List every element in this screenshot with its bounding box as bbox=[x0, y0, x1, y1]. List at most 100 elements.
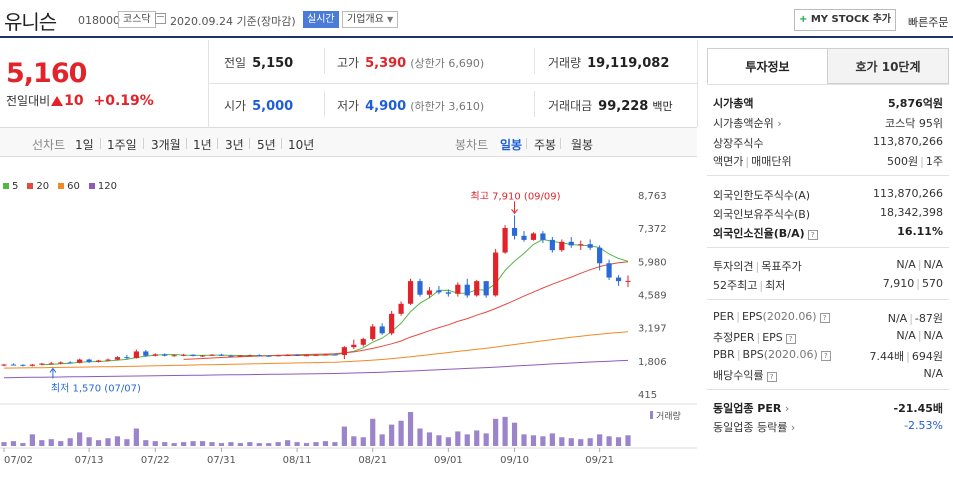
tab-3-year[interactable]: 3년 bbox=[225, 138, 244, 152]
candle-body bbox=[540, 233, 546, 240]
info-row-foreign-limit: 외국인한도주식수(A) 113,870,266 bbox=[713, 187, 943, 203]
tab-daily[interactable]: 일봉 bbox=[500, 138, 523, 152]
max-annotation: 최고 7,910 (09/09) bbox=[471, 190, 561, 202]
info-value: -21.45배 bbox=[893, 402, 943, 415]
volume-bar bbox=[39, 440, 45, 446]
candle-body bbox=[483, 281, 489, 296]
ma-legend-item[interactable]: 60 bbox=[58, 181, 80, 192]
volume-bar bbox=[549, 433, 555, 446]
volume-bar bbox=[199, 441, 206, 446]
help-icon[interactable]: ? bbox=[785, 334, 796, 344]
volume-bar bbox=[597, 434, 603, 446]
chevron-right-icon[interactable]: › bbox=[790, 421, 796, 434]
tab-order-book[interactable]: 호가 10단계 bbox=[827, 48, 949, 84]
chevron-right-icon[interactable]: › bbox=[777, 117, 782, 130]
x-tick-label: 07/13 bbox=[75, 455, 104, 466]
quick-order-link[interactable]: 빠른주문 bbox=[908, 16, 949, 29]
candle-body bbox=[417, 281, 423, 295]
volume-bar bbox=[351, 436, 357, 446]
metric-value: 19,119,082 bbox=[587, 56, 670, 71]
ma-legend-item[interactable]: 120 bbox=[88, 181, 117, 192]
info-value: 18,342,398 bbox=[880, 206, 943, 219]
candle-body bbox=[615, 277, 622, 282]
info-label: 동일업종 PER bbox=[713, 402, 782, 415]
chevron-right-icon[interactable]: › bbox=[784, 402, 790, 415]
help-icon[interactable]: ? bbox=[819, 313, 830, 323]
candle-body bbox=[10, 364, 17, 366]
stock-name: 유니슨 bbox=[4, 10, 57, 34]
tab-1-year[interactable]: 1년 bbox=[193, 138, 212, 152]
ma-line-ma60 bbox=[3, 331, 629, 369]
price-chart[interactable]: 8,763 7,372 5,980 4,589 3,197 1,806 415 최고 7,91… bbox=[0, 190, 697, 483]
candle-body bbox=[464, 284, 470, 296]
help-icon[interactable]: ? bbox=[820, 351, 831, 361]
metric-prev-close: 전일 5,150 bbox=[224, 54, 293, 71]
legend-label: 60 bbox=[67, 181, 80, 192]
legend-swatch bbox=[27, 183, 34, 189]
candle-body bbox=[625, 280, 631, 282]
company-info-dropdown[interactable]: 기업개요 ▼ bbox=[342, 11, 399, 28]
candle-body bbox=[190, 354, 196, 356]
volume-bar bbox=[29, 434, 35, 446]
x-tick-label: 08/21 bbox=[358, 455, 387, 466]
tab-1-week[interactable]: 1주일 bbox=[107, 138, 137, 152]
line-chart-tab[interactable]: 선차트 bbox=[32, 138, 66, 152]
volume-bar bbox=[417, 428, 423, 446]
ma-legend-item[interactable]: 20 bbox=[27, 181, 49, 192]
tab-10-year[interactable]: 10년 bbox=[288, 138, 315, 152]
candle-body bbox=[152, 354, 158, 356]
ma-legend-item[interactable]: 5 bbox=[3, 181, 18, 192]
info-value: N/A bbox=[896, 258, 916, 271]
volume-bar bbox=[455, 431, 461, 446]
candle-body bbox=[39, 363, 45, 365]
tab-investment-info[interactable]: 투자정보 bbox=[707, 48, 828, 84]
legend-label: 120 bbox=[97, 181, 117, 192]
volume-bar bbox=[171, 443, 177, 446]
candle-body bbox=[256, 355, 262, 357]
realtime-button[interactable]: 실시간 bbox=[303, 11, 339, 28]
help-icon[interactable]: ? bbox=[766, 372, 777, 382]
tab-monthly[interactable]: 월봉 bbox=[571, 138, 594, 152]
volume-bar bbox=[511, 422, 518, 446]
volume-bar bbox=[615, 437, 622, 446]
y-tick-label: 415 bbox=[638, 390, 657, 401]
separator: | bbox=[917, 329, 922, 342]
volume-bar bbox=[58, 441, 64, 446]
volume-bar bbox=[606, 436, 612, 446]
candle-body bbox=[77, 359, 83, 363]
tab-weekly[interactable]: 주봉 bbox=[534, 138, 557, 152]
candle-body bbox=[199, 355, 206, 357]
volume-bar bbox=[181, 442, 187, 446]
separator: | bbox=[756, 331, 761, 344]
volume-bar bbox=[407, 412, 414, 446]
candle-body bbox=[474, 281, 480, 296]
candle-body bbox=[587, 244, 593, 248]
info-value: 1주 bbox=[925, 155, 943, 168]
min-annotation: 최저 1,570 (07/07) bbox=[51, 382, 141, 394]
separator: | bbox=[745, 155, 750, 168]
tab-5-year[interactable]: 5년 bbox=[257, 138, 276, 152]
divider bbox=[208, 83, 697, 84]
volume-bar bbox=[625, 435, 631, 446]
divider bbox=[697, 40, 698, 127]
candle-body bbox=[436, 290, 442, 293]
candle-body bbox=[360, 339, 366, 345]
info-row-pbr: PBR | BPS(2020.06)? 7.44배 | 694원 bbox=[713, 348, 943, 364]
metric-label: 거래대금 bbox=[548, 99, 593, 113]
caret-down-icon: ▼ bbox=[387, 15, 394, 24]
panel-divider bbox=[707, 299, 949, 300]
candle-body bbox=[521, 235, 527, 240]
volume-bar bbox=[530, 435, 537, 446]
candle-body bbox=[398, 303, 404, 314]
info-label: 시가총액순위 bbox=[713, 117, 774, 130]
separator: | bbox=[736, 310, 740, 323]
help-icon[interactable]: ? bbox=[807, 230, 818, 240]
x-tick-label: 08/11 bbox=[283, 455, 312, 466]
tab-3-month[interactable]: 3개월 bbox=[151, 138, 181, 152]
tab-1-day[interactable]: 1일 bbox=[75, 138, 94, 152]
volume-bar bbox=[247, 442, 253, 446]
my-stock-add-button[interactable]: + MY STOCK 추가 bbox=[794, 9, 896, 31]
tab-separator bbox=[249, 138, 250, 149]
candle-chart-tab[interactable]: 봉차트 bbox=[455, 138, 489, 152]
volume-legend-label: 거래량 bbox=[656, 410, 681, 422]
